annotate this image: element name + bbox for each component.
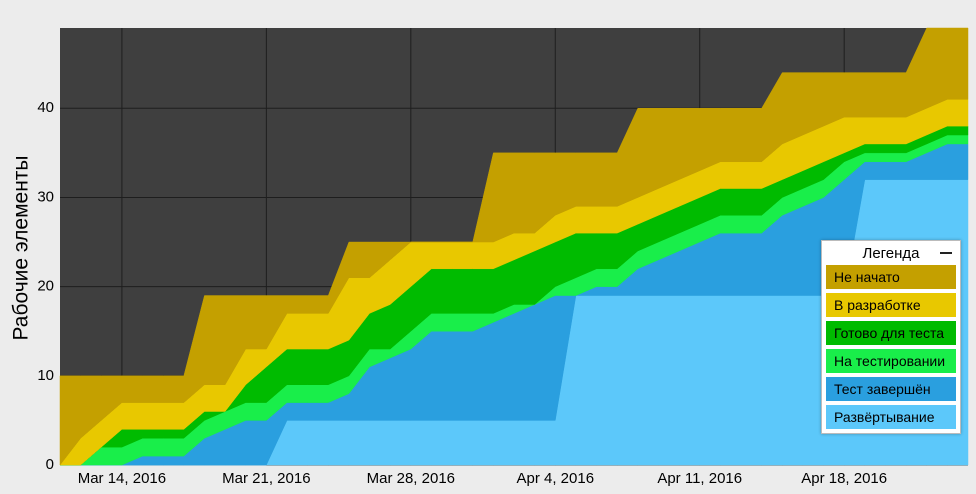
x-tick-label: Mar 21, 2016: [222, 470, 310, 487]
axes: 0 10 20 30 40 Mar 14, 2016 Mar 21, 2016 Mar 28,…: [37, 99, 887, 487]
legend-title: Легенда: [862, 244, 920, 262]
y-tick-label: 10: [37, 367, 54, 384]
x-tick-label: Mar 28, 2016: [367, 470, 455, 487]
legend-item: На тестировании: [826, 349, 956, 373]
y-tick-label: 40: [37, 99, 54, 116]
legend: Легенда Не начато В разработке Готово для …: [821, 240, 961, 434]
x-tick-label: Mar 14, 2016: [78, 470, 166, 487]
y-tick-label: 0: [46, 456, 54, 473]
legend-collapse-button[interactable]: [940, 252, 952, 254]
legend-item: Не начато: [826, 265, 956, 289]
areas: [59, 27, 969, 466]
area: [59, 27, 969, 466]
legend-item: Развёртывание: [826, 405, 956, 429]
y-tick-label: 20: [37, 278, 54, 295]
x-tick-label: Apr 18, 2016: [801, 470, 887, 487]
y-axis-title: Рабочие элементы: [10, 155, 33, 340]
legend-item: В разработке: [826, 293, 956, 317]
legend-header: Легенда: [822, 241, 960, 265]
legend-item: Готово для теста: [826, 321, 956, 345]
legend-item: Тест завершён: [826, 377, 956, 401]
x-tick-label: Apr 4, 2016: [516, 470, 594, 487]
x-tick-label: Apr 11, 2016: [657, 470, 742, 487]
y-tick-label: 30: [37, 188, 54, 205]
